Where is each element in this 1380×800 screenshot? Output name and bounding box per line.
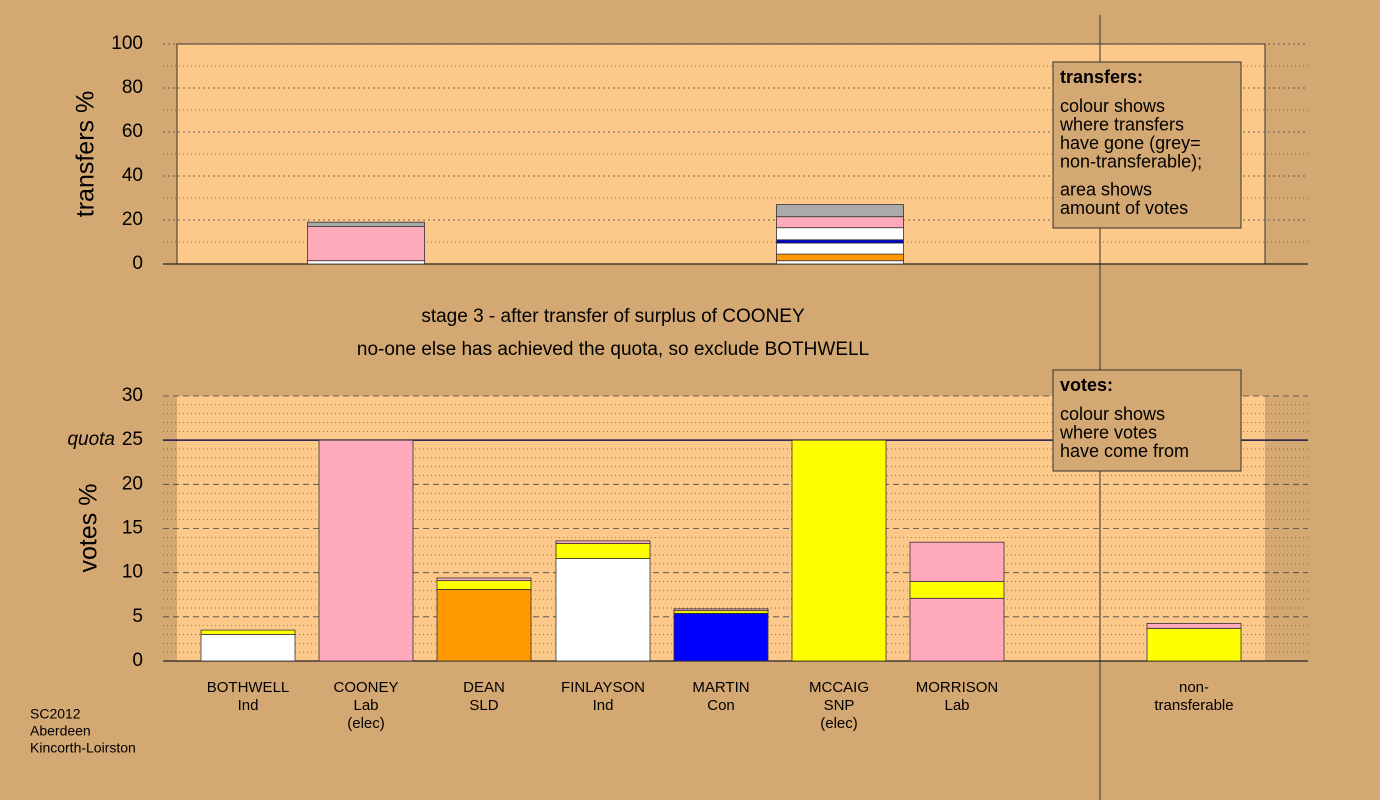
x-tick-label: FINLAYSON — [561, 679, 645, 696]
title: stage 3 - after transfer of surplus of C… — [421, 306, 805, 327]
x-tick-label: transferable — [1154, 697, 1233, 714]
bar-segment — [909, 597, 1005, 662]
y-axis-label: votes % — [75, 484, 103, 573]
bar-segment — [307, 221, 425, 227]
x-tick-label: BOTHWELL — [207, 679, 290, 696]
legend-text: non-transferable); — [1060, 151, 1202, 171]
legend-text: where transfers — [1059, 114, 1184, 134]
quota-label: quota — [67, 429, 115, 450]
legend-heading: transfers: — [1060, 67, 1143, 87]
y-tick-label: 5 — [132, 606, 143, 627]
x-tick-label: Lab — [944, 697, 969, 714]
y-tick-label: 40 — [122, 165, 143, 186]
bar-segment — [673, 608, 769, 612]
bar-segment — [436, 589, 532, 662]
bar-segment — [1146, 623, 1242, 629]
bar-segment — [307, 226, 425, 262]
footer: Aberdeen — [30, 723, 91, 739]
y-axis-label: transfers % — [72, 91, 100, 217]
x-tick-label: MARTIN — [692, 679, 749, 696]
bar-segment — [555, 540, 651, 544]
y-tick-label: 20 — [122, 209, 143, 230]
x-tick-label: (elec) — [820, 715, 858, 732]
bar-segment — [776, 204, 904, 218]
y-tick-label: 10 — [122, 562, 143, 583]
legend-text: have come from — [1060, 441, 1189, 461]
legend-text: area shows — [1060, 179, 1152, 199]
y-tick-label: 30 — [122, 385, 143, 406]
y-tick-label: 0 — [132, 253, 143, 274]
bar-segment — [791, 439, 887, 662]
x-tick-label: Ind — [238, 697, 259, 714]
x-tick-label: Lab — [353, 697, 378, 714]
bar-segment — [776, 239, 904, 244]
bar-segment — [776, 216, 904, 229]
bar-segment — [555, 543, 651, 559]
subtitle: no-one else has achieved the quota, so e… — [357, 339, 869, 360]
legend-box — [1052, 369, 1242, 472]
x-tick-label: MORRISON — [916, 679, 999, 696]
bar-segment — [318, 439, 414, 662]
footer: Kincorth-Loirston — [30, 740, 136, 756]
x-tick-label: SNP — [824, 697, 855, 714]
x-tick-label: Ind — [593, 697, 614, 714]
bar-segment — [673, 612, 769, 662]
legend-heading: votes: — [1060, 375, 1113, 395]
x-tick-label: non- — [1179, 679, 1209, 696]
bar-segment — [776, 260, 904, 265]
y-tick-label: 25 — [122, 429, 143, 450]
y-tick-label: 0 — [132, 650, 143, 671]
footer: SC2012 — [30, 706, 81, 722]
legend-text: have gone (grey= — [1060, 133, 1201, 153]
x-tick-label: SLD — [469, 697, 498, 714]
legend-text: amount of votes — [1060, 198, 1188, 218]
x-tick-label: MCCAIG — [809, 679, 869, 696]
bar-segment — [555, 558, 651, 662]
legend-text: where votes — [1059, 422, 1157, 442]
bar-segment — [307, 260, 425, 265]
y-tick-label: 60 — [122, 121, 143, 142]
bar-segment — [776, 227, 904, 241]
x-tick-label: (elec) — [347, 715, 385, 732]
bar-segment — [436, 577, 532, 582]
y-tick-label: 20 — [122, 473, 143, 494]
x-tick-label: Con — [707, 697, 735, 714]
bar-segment — [776, 253, 904, 262]
bar-segment — [776, 242, 904, 255]
y-tick-label: 100 — [111, 33, 143, 54]
bar-segment — [200, 629, 296, 635]
bar-segment — [200, 634, 296, 662]
legend-text: colour shows — [1060, 96, 1165, 116]
bar-segment — [436, 580, 532, 590]
x-tick-label: DEAN — [463, 679, 505, 696]
bar-segment — [909, 541, 1005, 582]
y-tick-label: 80 — [122, 77, 143, 98]
legend-text: colour shows — [1060, 404, 1165, 424]
legend-box — [1052, 61, 1242, 229]
y-tick-label: 15 — [122, 518, 143, 539]
x-tick-label: COONEY — [333, 679, 398, 696]
bar-segment — [1146, 627, 1242, 662]
bar-segment — [909, 581, 1005, 599]
